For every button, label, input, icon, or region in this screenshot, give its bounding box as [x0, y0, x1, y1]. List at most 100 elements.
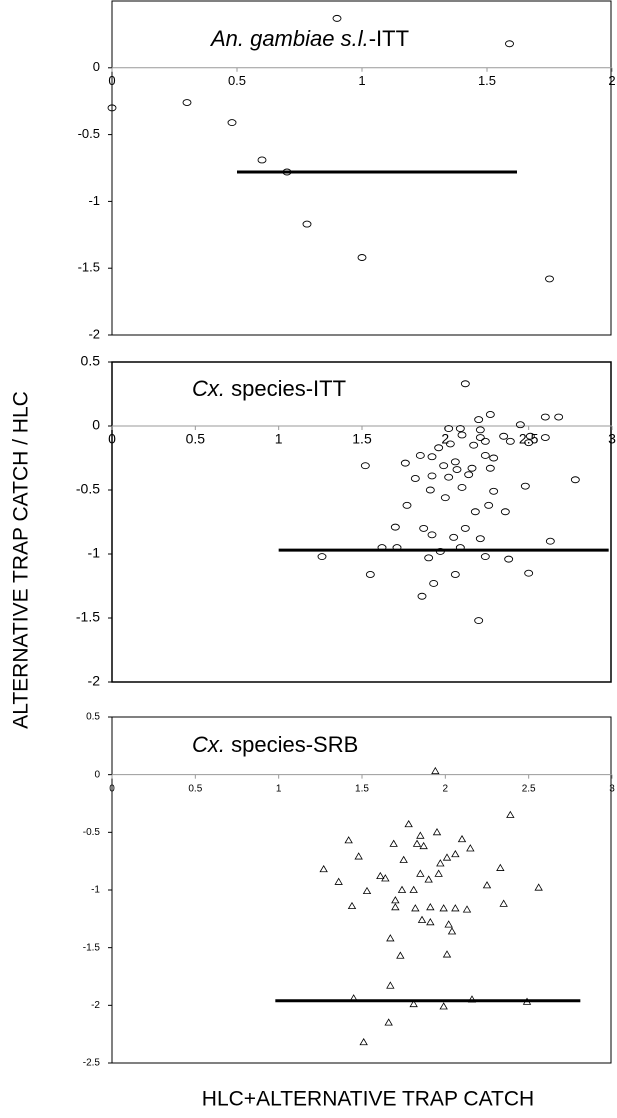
data-point [390, 523, 400, 531]
data-point [545, 537, 555, 545]
data-point [362, 886, 372, 895]
data-point [506, 810, 515, 818]
data-point [451, 849, 460, 858]
data-point [389, 839, 398, 847]
data-point [434, 869, 443, 877]
x-tick-label: 2.5 [522, 783, 536, 794]
data-point [357, 254, 367, 261]
x-tick-label: 0.5 [228, 73, 246, 88]
data-point [504, 555, 514, 563]
data-point [444, 473, 454, 481]
data-point [415, 451, 425, 459]
y-tick-label: 0 [94, 769, 100, 780]
y-tick-label: -0.5 [78, 126, 100, 141]
data-point [334, 877, 343, 885]
x-tick-label: 1 [358, 73, 365, 88]
data-point [439, 904, 448, 912]
data-point [515, 421, 525, 429]
data-point [386, 981, 395, 989]
data-point [302, 220, 312, 228]
data-point [427, 472, 437, 480]
data-point [412, 839, 422, 847]
data-point [445, 440, 455, 448]
data-point [424, 875, 433, 883]
data-point [496, 863, 505, 871]
data-point [404, 819, 413, 828]
data-point [460, 524, 470, 532]
data-point [442, 853, 452, 861]
x-tick-label: 0 [109, 783, 115, 794]
data-point [449, 533, 459, 541]
data-point [484, 501, 494, 509]
data-point [257, 156, 267, 164]
data-point [475, 426, 485, 434]
data-point [440, 494, 450, 502]
x-tick-label: 1 [275, 431, 283, 447]
data-point [424, 554, 434, 562]
data-point [319, 864, 328, 873]
data-point [391, 896, 400, 904]
data-point [434, 444, 444, 452]
data-point [470, 508, 480, 516]
data-point [391, 903, 400, 911]
data-point [227, 119, 237, 127]
y-tick-label: 0.5 [86, 712, 100, 723]
data-point [426, 903, 435, 911]
data-point [480, 553, 490, 561]
data-point [499, 899, 508, 907]
data-point [347, 901, 357, 910]
panel-title-part: Cx. [192, 732, 225, 757]
data-point [402, 501, 412, 509]
x-tick-label: 2 [608, 73, 615, 88]
panel-title-part: -ITT [369, 26, 409, 51]
data-point [365, 571, 375, 578]
data-point [466, 844, 475, 852]
data-point [524, 439, 534, 447]
data-point [475, 434, 485, 441]
data-point [460, 380, 470, 388]
data-point [439, 462, 449, 470]
data-point [427, 531, 437, 539]
x-tick-label: 0 [108, 431, 116, 447]
data-point [360, 462, 370, 470]
y-tick-label: -1 [88, 193, 100, 208]
data-point [467, 464, 477, 472]
data-point [426, 917, 435, 926]
y-tick-label: 0.5 [81, 353, 101, 369]
plot-frame [111, 361, 612, 683]
data-point [397, 885, 407, 893]
x-tick-label: 1 [276, 783, 282, 794]
data-point [410, 475, 420, 482]
data-point [354, 852, 363, 860]
data-point [439, 1002, 448, 1010]
data-point [451, 904, 460, 912]
data-point [427, 453, 437, 461]
data-point [396, 951, 405, 959]
panel-title: Cx. species-ITT [192, 376, 346, 401]
data-point [317, 553, 327, 561]
y-tick-label: -1.5 [78, 260, 100, 275]
data-point [480, 451, 490, 459]
data-point [436, 859, 445, 867]
data-point [489, 454, 499, 462]
data-point [480, 437, 490, 445]
data-point [505, 437, 515, 445]
y-tick-label: -0.5 [83, 827, 101, 838]
x-axis-label: HLC+ALTERNATIVE TRAP CATCH [202, 1088, 534, 1111]
data-point [332, 14, 342, 22]
data-point [400, 459, 410, 467]
data-point [409, 999, 418, 1008]
y-tick-label: 0 [92, 417, 100, 433]
x-tick-label: 3 [608, 431, 616, 447]
panel-title-part: An. gambiae s.l. [209, 26, 369, 51]
data-point [450, 458, 460, 466]
y-tick-label: -1.5 [76, 609, 100, 625]
data-point [457, 483, 467, 491]
data-point [554, 413, 564, 421]
data-point [432, 828, 442, 836]
panel-title-part: species-SRB [225, 732, 358, 757]
panel-title-part: species-ITT [225, 376, 346, 401]
data-point [469, 441, 479, 449]
data-point [462, 905, 472, 913]
